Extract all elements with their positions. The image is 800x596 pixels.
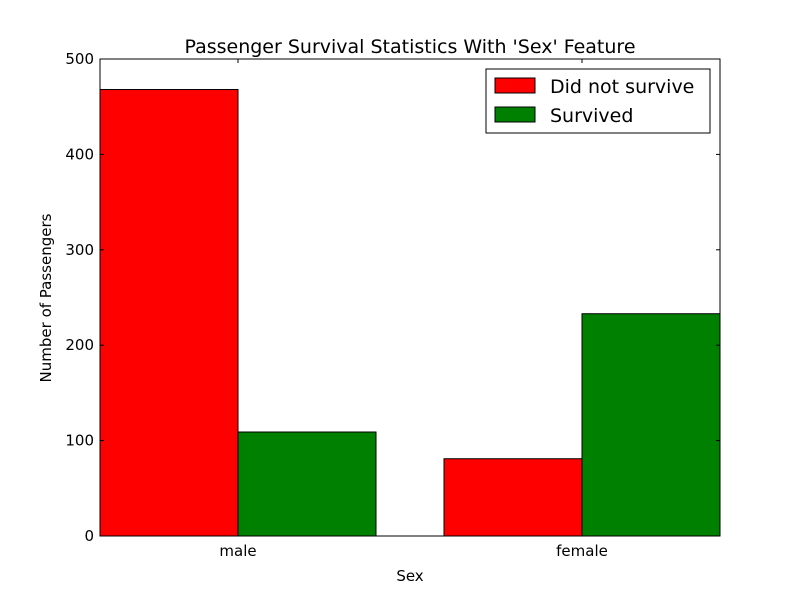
bar-female-survived: [581, 313, 721, 537]
legend-label-did-not-survive: Did not survive: [550, 76, 694, 98]
bars-group: [99, 89, 721, 537]
y-tick-label-100: 100: [65, 432, 94, 450]
x-tick-label-female: female: [556, 542, 608, 560]
y-tick-label-500: 500: [65, 50, 94, 68]
legend-swatch-survived: [494, 106, 536, 123]
x-tick-label-male: male: [219, 542, 256, 560]
legend: Did not survive Survived: [485, 68, 711, 134]
plot-frame: [99, 58, 721, 537]
legend-swatch-did-not-survive: [494, 77, 536, 94]
bar-male-did-not-survive: [99, 89, 239, 537]
bar-female-did-not-survive: [443, 458, 583, 537]
y-tick-label-200: 200: [65, 336, 94, 354]
legend-label-survived: Survived: [550, 105, 633, 127]
x-axis-label: Sex: [396, 567, 423, 585]
y-axis: 0 100 200 300 400 500: [65, 50, 720, 545]
y-tick-label-300: 300: [65, 241, 94, 259]
chart-title: Passenger Survival Statistics With 'Sex'…: [184, 36, 635, 58]
y-tick-label-0: 0: [84, 527, 94, 545]
x-axis: male female: [219, 59, 608, 560]
y-axis-label: Number of Passengers: [37, 213, 55, 382]
y-tick-label-400: 400: [65, 145, 94, 163]
bar-male-survived: [237, 431, 377, 537]
